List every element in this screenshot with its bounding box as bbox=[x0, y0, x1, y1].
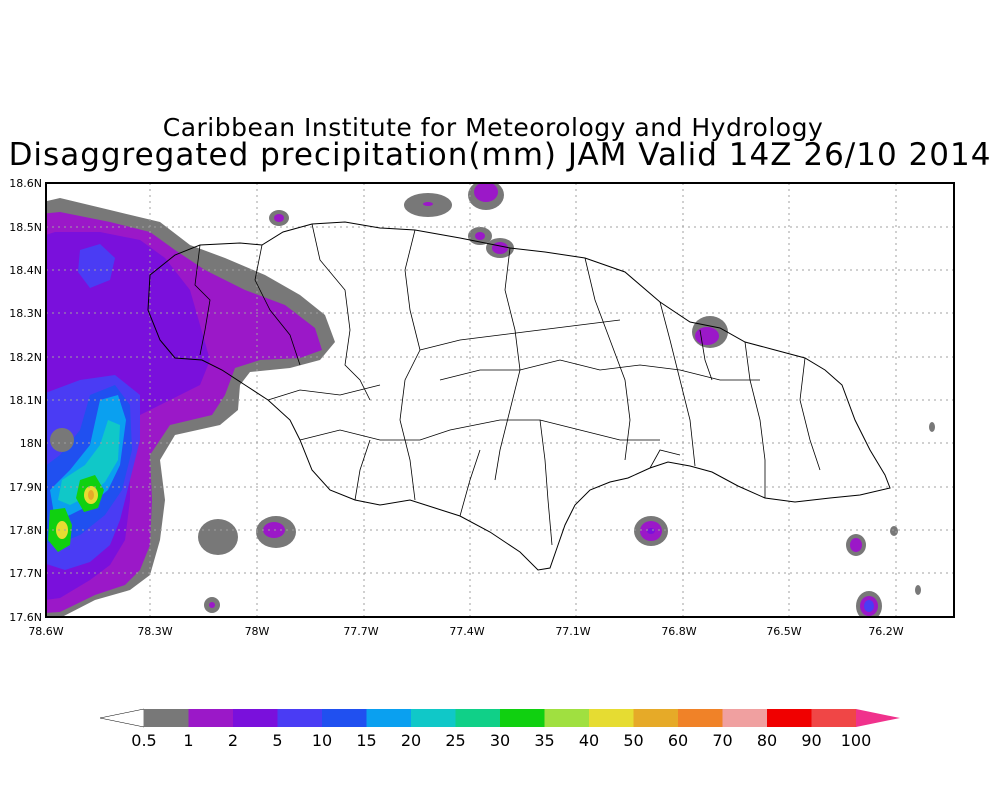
rain-cell bbox=[209, 602, 215, 608]
rain-cell bbox=[274, 214, 284, 222]
rain-cell bbox=[475, 232, 485, 240]
colorbar-swatch bbox=[188, 709, 234, 727]
rain-cell bbox=[423, 202, 433, 206]
parish-boundaries bbox=[194, 223, 821, 546]
colorbar-swatch bbox=[544, 709, 590, 727]
colorbar-label: 2 bbox=[228, 731, 238, 750]
colorbar-swatch bbox=[678, 709, 723, 727]
colorbar-swatch bbox=[366, 709, 412, 727]
rain-cell bbox=[474, 183, 498, 202]
rain-cell bbox=[850, 538, 862, 552]
y-tick-label: 18.5N bbox=[9, 221, 42, 234]
map-title: Caribbean Institute for Meteorology and … bbox=[162, 113, 824, 142]
colorbar-label: 0.5 bbox=[131, 731, 156, 750]
rain-cell bbox=[647, 528, 655, 534]
colorbar-swatch bbox=[277, 709, 323, 727]
x-tick-label: 78W bbox=[245, 625, 270, 638]
rain-cell bbox=[915, 585, 921, 595]
y-tick-label: 18.6N bbox=[9, 177, 42, 190]
y-axis-labels: 18.6N 18.5N 18.4N 18.3N 18.2N 18.1N 18N … bbox=[9, 177, 42, 624]
colorbar-low-arrow bbox=[99, 708, 145, 728]
rain-cell-orange-1 bbox=[88, 490, 94, 500]
colorbar-label: 40 bbox=[579, 731, 599, 750]
colorbar-label: 90 bbox=[801, 731, 821, 750]
y-tick-label: 17.8N bbox=[9, 524, 42, 537]
x-tick-label: 76.5W bbox=[766, 625, 801, 638]
jamaica-coastline bbox=[147, 221, 891, 571]
colorbar-label: 10 bbox=[312, 731, 332, 750]
colorbar-swatch bbox=[633, 709, 679, 727]
y-tick-label: 18.1N bbox=[9, 394, 42, 407]
rain-cell bbox=[695, 327, 719, 345]
colorbar-swatch bbox=[767, 709, 812, 727]
colorbar-swatch bbox=[811, 709, 857, 727]
x-tick-label: 76.8W bbox=[661, 625, 696, 638]
colorbar-label: 80 bbox=[757, 731, 777, 750]
map-subtitle: Disaggregated precipitation(mm) JAM Vali… bbox=[8, 137, 992, 173]
colorbar-label: 15 bbox=[356, 731, 376, 750]
y-tick-label: 18.3N bbox=[9, 307, 42, 320]
colorbar-swatch bbox=[722, 709, 768, 727]
colorbar-swatch bbox=[322, 709, 367, 727]
y-tick-label: 17.7N bbox=[9, 567, 42, 580]
y-tick-label: 17.9N bbox=[9, 481, 42, 494]
rain-cell bbox=[492, 242, 508, 254]
colorbar-high-arrow bbox=[856, 709, 900, 727]
colorbar-label: 30 bbox=[490, 731, 510, 750]
colorbar-swatch bbox=[589, 709, 634, 727]
colorbar-label: 20 bbox=[401, 731, 421, 750]
x-tick-label: 78.6W bbox=[28, 625, 63, 638]
colorbar-swatch bbox=[455, 709, 501, 727]
colorbar-swatch bbox=[144, 709, 189, 727]
y-tick-label: 18N bbox=[20, 437, 42, 450]
x-tick-label: 77.7W bbox=[343, 625, 378, 638]
colorbar-labels: 0.5 1 2 5 10 15 20 25 30 35 40 50 60 70 80 90 100 bbox=[131, 731, 871, 750]
x-tick-label: 77.4W bbox=[449, 625, 484, 638]
colorbar-swatch bbox=[500, 709, 545, 727]
precipitation-field bbox=[46, 183, 935, 617]
colorbar-swatch bbox=[411, 709, 456, 727]
colorbar-legend: 0.5 1 2 5 10 15 20 25 30 35 40 50 60 70 80 90 100 bbox=[99, 708, 900, 750]
colorbar-label: 35 bbox=[534, 731, 554, 750]
rain-area-west-violet bbox=[78, 244, 115, 288]
colorbar-label: 60 bbox=[668, 731, 688, 750]
colorbar-swatch bbox=[233, 709, 278, 727]
y-tick-label: 18.2N bbox=[9, 351, 42, 364]
x-tick-label: 76.2W bbox=[868, 625, 903, 638]
x-axis-labels: 78.6W 78.3W 78W 77.7W 77.4W 77.1W 76.8W … bbox=[28, 625, 903, 638]
rain-area-west-teal bbox=[58, 420, 120, 505]
colorbar-label: 5 bbox=[272, 731, 282, 750]
x-tick-label: 77.1W bbox=[555, 625, 590, 638]
y-tick-label: 18.4N bbox=[9, 264, 42, 277]
y-tick-label: 17.6N bbox=[9, 611, 42, 624]
rain-cell bbox=[198, 519, 238, 555]
rain-cell-yellow-2 bbox=[56, 521, 68, 539]
colorbar-label: 70 bbox=[712, 731, 732, 750]
colorbar-label: 100 bbox=[841, 731, 872, 750]
rain-cell bbox=[929, 422, 935, 432]
colorbar-boxes bbox=[144, 709, 857, 727]
rain-cell bbox=[890, 526, 898, 536]
map-frame bbox=[45, 182, 955, 618]
colorbar-label: 1 bbox=[183, 731, 193, 750]
rain-cell bbox=[50, 428, 74, 452]
x-tick-label: 78.3W bbox=[137, 625, 172, 638]
rain-cell bbox=[864, 600, 874, 612]
colorbar-label: 50 bbox=[623, 731, 643, 750]
colorbar-label: 25 bbox=[445, 731, 465, 750]
